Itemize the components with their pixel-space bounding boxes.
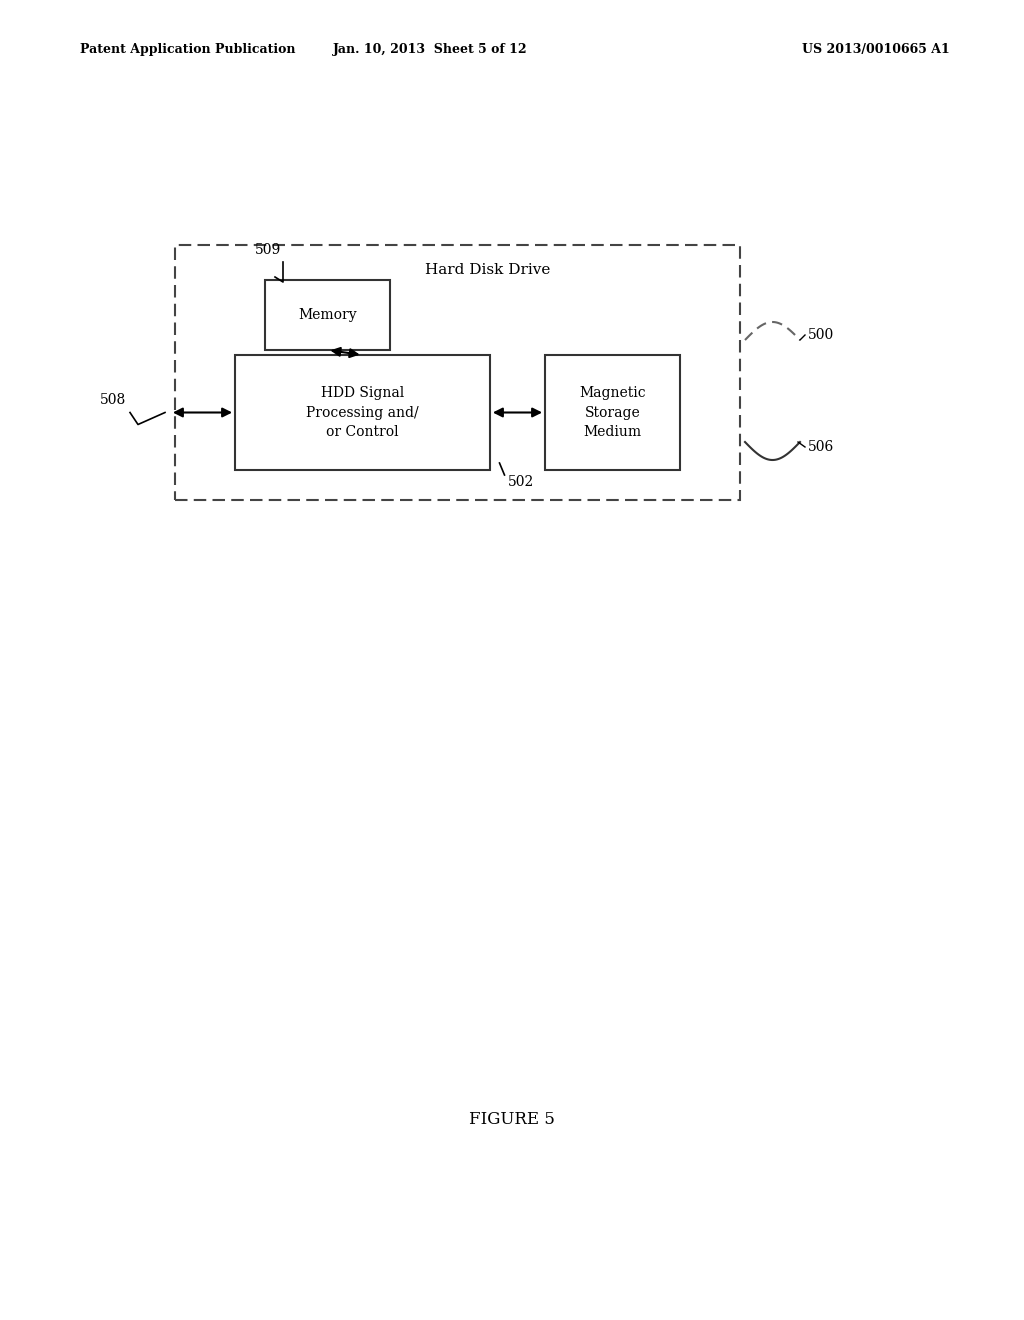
Text: 502: 502 [508,475,534,488]
Text: 500: 500 [808,327,835,342]
Bar [175,246,740,500]
Text: FIGURE 5: FIGURE 5 [469,1111,555,1129]
Text: Patent Application Publication: Patent Application Publication [80,44,296,57]
Text: US 2013/0010665 A1: US 2013/0010665 A1 [802,44,950,57]
Text: HDD Signal
Processing and/
or Control: HDD Signal Processing and/ or Control [306,385,419,440]
Text: Jan. 10, 2013  Sheet 5 of 12: Jan. 10, 2013 Sheet 5 of 12 [333,44,527,57]
Text: Memory: Memory [298,308,356,322]
Bar [265,280,390,350]
Bar [545,355,680,470]
Text: 509: 509 [255,243,282,257]
Text: 508: 508 [100,393,126,408]
Text: Hard Disk Drive: Hard Disk Drive [425,263,550,277]
Text: 506: 506 [808,440,835,454]
Text: Magnetic
Storage
Medium: Magnetic Storage Medium [580,385,646,440]
Bar [234,355,490,470]
